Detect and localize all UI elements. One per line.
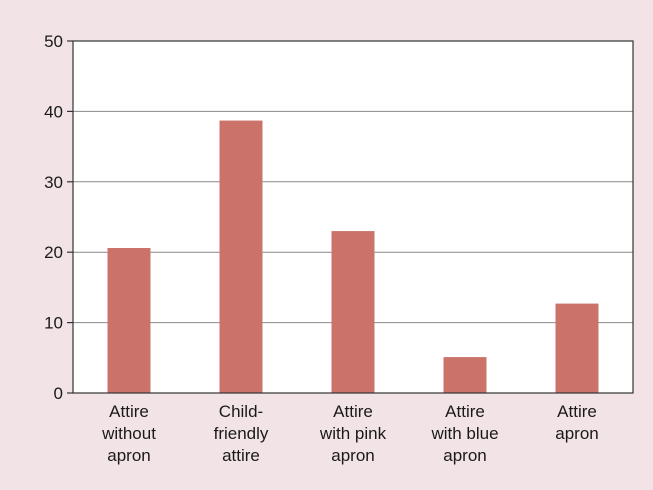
x-tick-label-line: Attire	[333, 402, 373, 421]
y-tick-label-0: 0	[54, 384, 63, 403]
x-tick-label-line: apron	[443, 446, 486, 465]
x-axis: Attire without apron Child-friendly attire At…	[101, 402, 599, 465]
y-axis: 0 10 20 30 40 50	[44, 32, 73, 403]
y-tick-label-30: 30	[44, 173, 63, 192]
bar-5	[555, 303, 599, 393]
bar-3	[331, 231, 375, 393]
x-tick-label-2: Child-friendly attire	[214, 402, 269, 465]
x-tick-label-line: apron	[331, 446, 374, 465]
x-tick-label-line: apron	[107, 446, 150, 465]
bars	[107, 120, 599, 393]
x-tick-label-5: Attire apron	[555, 402, 598, 443]
y-tick-label-40: 40	[44, 102, 63, 121]
x-tick-label-3: Attire with pink apron	[319, 402, 387, 465]
y-tick-label-10: 10	[44, 314, 63, 333]
bar-2	[219, 120, 263, 393]
x-tick-label-4: Attire with blue apron	[430, 402, 498, 465]
plot-frame	[72, 40, 634, 394]
y-tick-label-20: 20	[44, 243, 63, 262]
bar-4	[443, 357, 487, 393]
x-tick-label-line: with pink	[319, 424, 387, 443]
x-tick-label-line: Attire	[109, 402, 149, 421]
x-tick-label-line: Child-	[219, 402, 263, 421]
x-tick-label-line: Attire	[445, 402, 485, 421]
x-tick-label-line: with blue	[430, 424, 498, 443]
x-tick-label-1: Attire without apron	[101, 402, 156, 465]
x-tick-label-line: friendly	[214, 424, 269, 443]
x-tick-label-line: apron	[555, 424, 598, 443]
y-tick-label-50: 50	[44, 32, 63, 51]
x-tick-label-line: attire	[222, 446, 260, 465]
x-tick-label-line: Attire	[557, 402, 597, 421]
bar-1	[107, 247, 151, 393]
x-tick-label-line: without	[101, 424, 156, 443]
